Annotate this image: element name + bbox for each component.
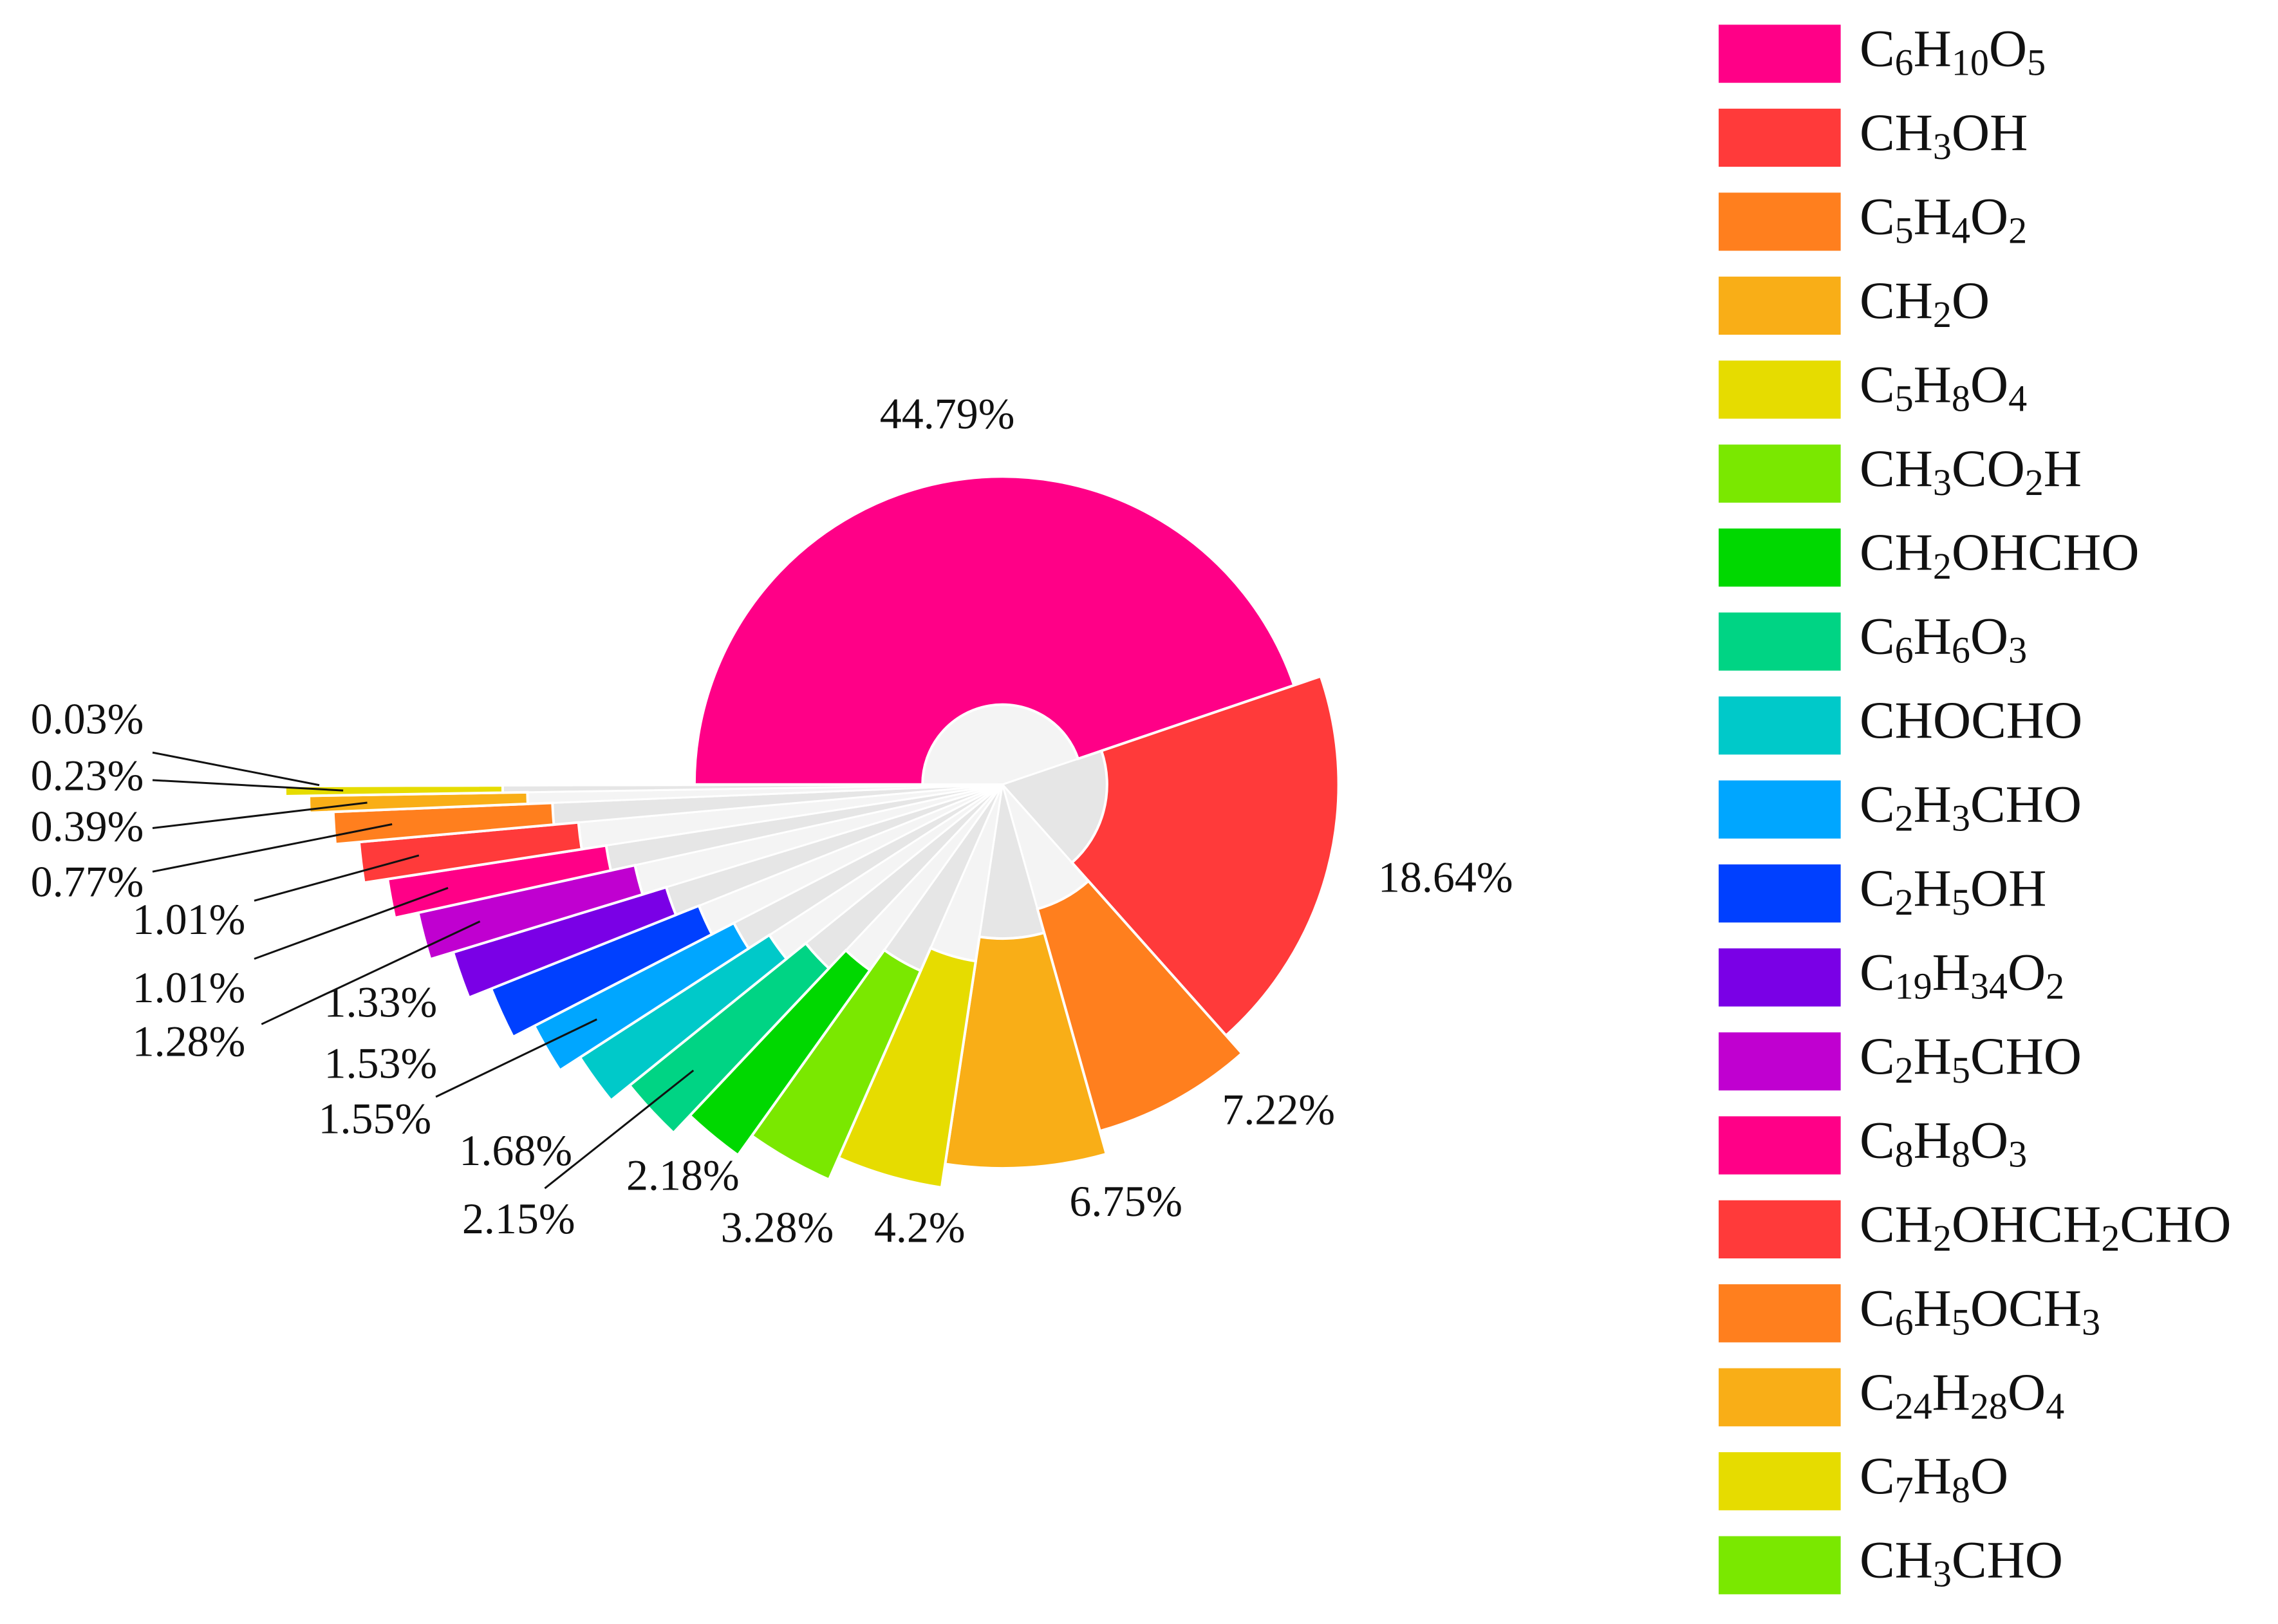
- data-label: 1.55%: [318, 1094, 431, 1143]
- legend-swatch: [1719, 444, 1841, 503]
- data-label: 3.28%: [721, 1203, 834, 1252]
- legend-swatch: [1719, 528, 1841, 587]
- sector: [1036, 879, 1244, 1133]
- data-label: 1.01%: [133, 963, 246, 1012]
- legend-label: C5H8O4: [1860, 355, 2027, 420]
- legend-label: CH3CHO: [1860, 1531, 2063, 1596]
- legend-label: C24H28O4: [1860, 1363, 2064, 1428]
- legend-swatch: [1719, 108, 1841, 167]
- sector: [578, 933, 789, 1103]
- data-label: 7.22%: [1222, 1085, 1335, 1134]
- legend-swatch: [1719, 612, 1841, 671]
- legend-label: C7H8O: [1860, 1446, 2008, 1511]
- sector: [283, 784, 505, 798]
- data-label: 2.15%: [462, 1194, 575, 1243]
- legend-swatch: [1719, 1368, 1841, 1426]
- legend-swatch: [1719, 1452, 1841, 1511]
- sector: [307, 790, 529, 814]
- legend-label: C5H4O2: [1860, 187, 2027, 252]
- legend-swatch: [1719, 1200, 1841, 1259]
- legend-label: C19H34O2: [1860, 942, 2064, 1007]
- leader-line: [544, 1069, 695, 1190]
- legend-swatch: [1719, 696, 1841, 755]
- leader-line: [261, 920, 481, 1025]
- sector: [259, 783, 480, 787]
- sector: [386, 844, 613, 920]
- data-label: 0.39%: [31, 802, 144, 851]
- legend-swatch: [1719, 1032, 1841, 1091]
- sector: [1070, 675, 1340, 1038]
- legend-label: CHOCHO: [1860, 691, 2082, 749]
- legend-swatch: [1719, 780, 1841, 839]
- data-label: 1.01%: [133, 895, 246, 944]
- legend-swatch: [1719, 360, 1841, 419]
- leader-line: [152, 751, 320, 787]
- data-label: 1.53%: [324, 1039, 438, 1088]
- legend-swatch: [1719, 1284, 1841, 1343]
- legend-swatch: [1719, 1536, 1841, 1594]
- legend-label: C2H5CHO: [1860, 1027, 2082, 1092]
- data-label: 1.33%: [324, 978, 438, 1027]
- leader-line: [435, 1018, 597, 1098]
- sector: [331, 801, 555, 846]
- data-label: 2.18%: [626, 1150, 740, 1199]
- data-label: 0.03%: [31, 695, 144, 743]
- data-label: 1.68%: [459, 1126, 572, 1175]
- legend-swatch: [1719, 864, 1841, 923]
- legend-label: C8H8O3: [1860, 1110, 2027, 1175]
- data-label: 1.28%: [133, 1017, 246, 1066]
- legend-label: C2H5OH: [1860, 859, 2046, 924]
- sector: [489, 904, 714, 1039]
- leader-line: [152, 779, 344, 792]
- legend-swatch: [1719, 192, 1841, 251]
- data-label: 0.23%: [31, 751, 144, 800]
- legend-label: C6H5OCH3: [1860, 1278, 2100, 1343]
- legend-swatch: [1719, 948, 1841, 1007]
- sector: [944, 931, 1108, 1170]
- legend-label: CH2O: [1860, 271, 1990, 336]
- sector: [451, 885, 678, 1000]
- legend-label: CH3CO2H: [1860, 439, 2082, 504]
- data-label: 44.79%: [880, 389, 1015, 438]
- legend-label: C2H3CHO: [1860, 774, 2082, 839]
- legend-swatch: [1719, 276, 1841, 335]
- legend-label: CH2OHCH2CHO: [1860, 1195, 2231, 1260]
- legend-swatch: [1719, 24, 1841, 83]
- leader-line: [254, 854, 420, 902]
- data-label: 4.2%: [874, 1203, 966, 1252]
- leader-line: [254, 887, 449, 960]
- leader-line: [152, 823, 393, 873]
- sector: [416, 863, 644, 961]
- data-label: 0.77%: [31, 857, 144, 906]
- sector: [693, 475, 1296, 786]
- data-label: 6.75%: [1069, 1177, 1182, 1226]
- legend-label: CH2OHCHO: [1860, 523, 2140, 588]
- legend-label: CH3OH: [1860, 103, 2028, 168]
- leader-line: [152, 801, 368, 829]
- data-label: 18.64%: [1378, 853, 1513, 902]
- sector: [532, 921, 751, 1072]
- legend-label: C6H10O5: [1860, 19, 2046, 84]
- legend-label: C6H6O3: [1860, 607, 2027, 671]
- legend-swatch: [1719, 1116, 1841, 1175]
